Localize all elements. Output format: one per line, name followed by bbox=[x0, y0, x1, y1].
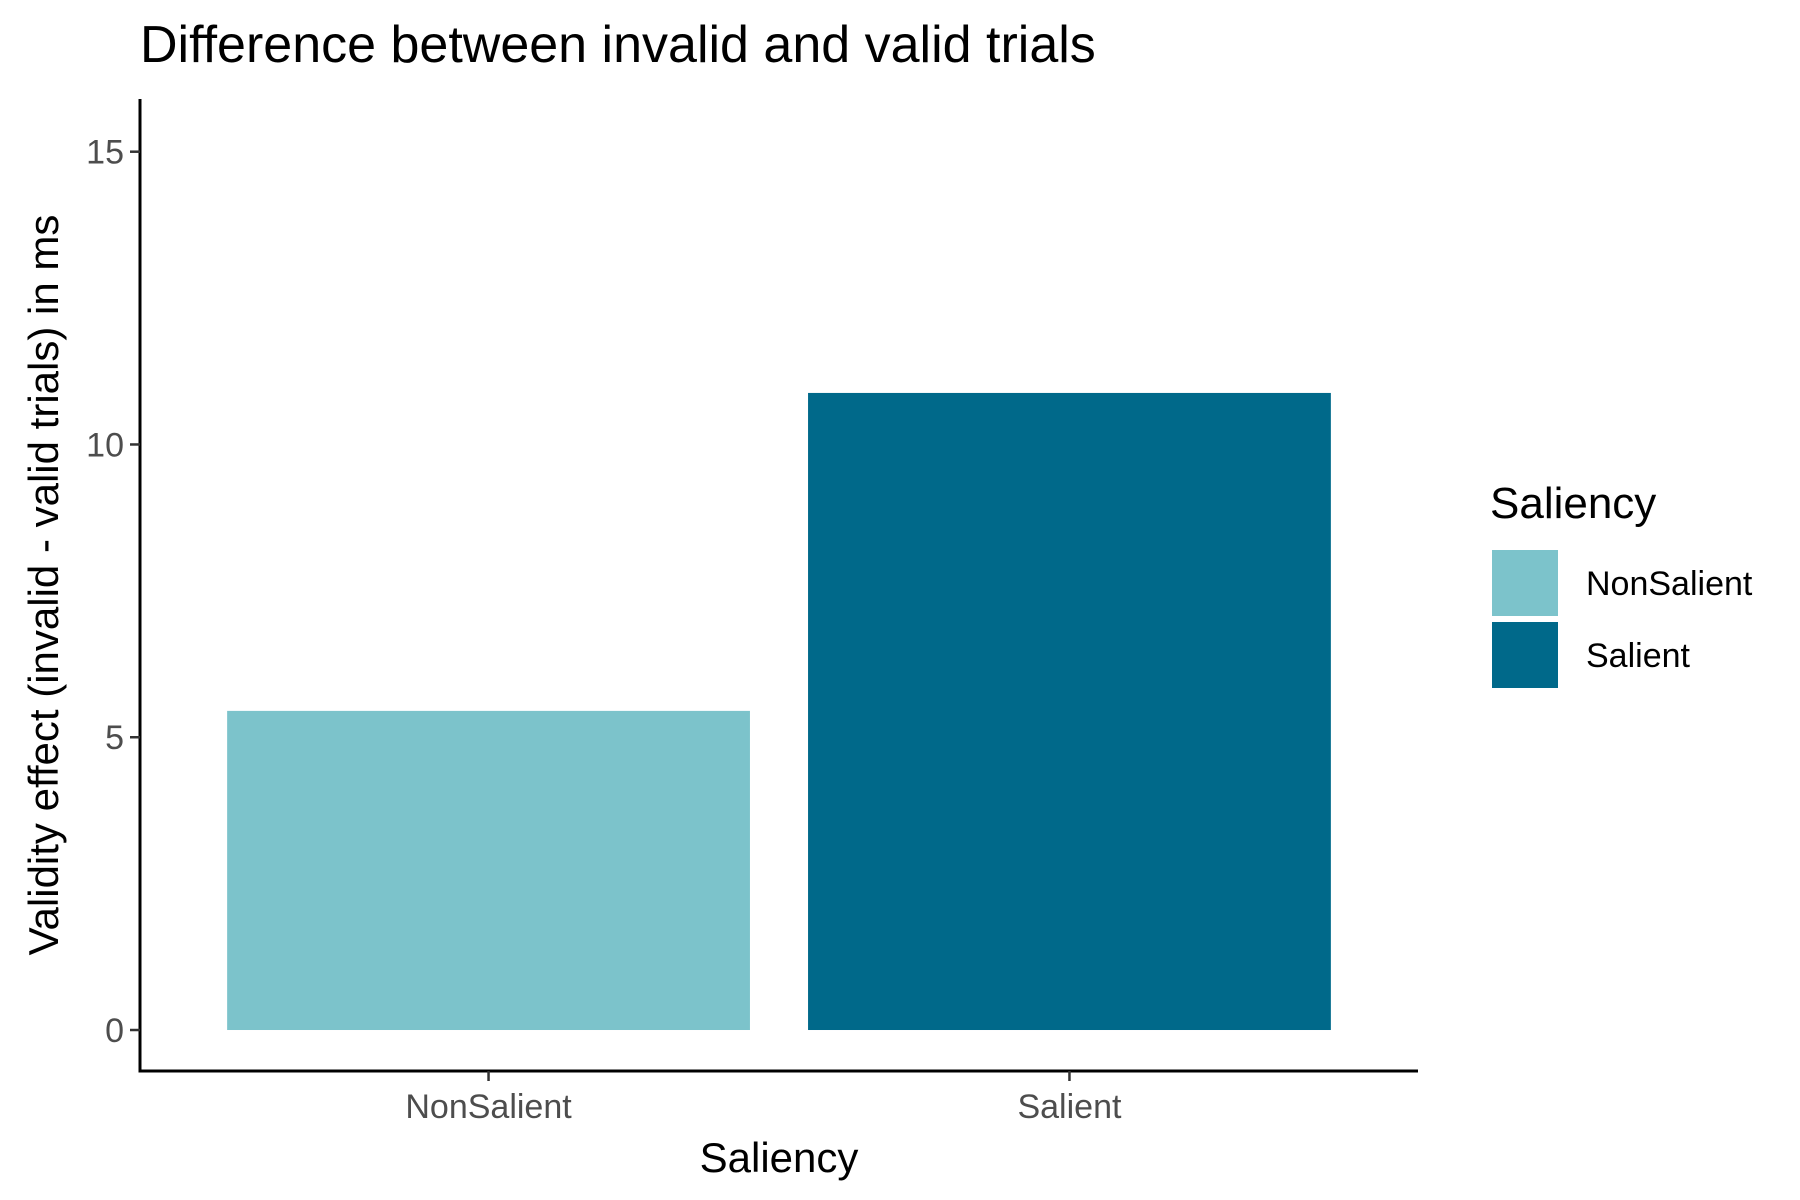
x-tick-label-salient: Salient bbox=[1017, 1088, 1122, 1126]
legend-label-salient: Salient bbox=[1586, 637, 1691, 675]
y-tick-label-10: 10 bbox=[86, 426, 124, 464]
x-axis-ticks: NonSalient Salient bbox=[405, 1071, 1122, 1126]
bar-salient bbox=[808, 392, 1331, 1031]
x-axis-title: Saliency bbox=[700, 1134, 859, 1181]
legend-swatch-nonsalient bbox=[1492, 550, 1558, 616]
x-tick-label-nonsalient: NonSalient bbox=[405, 1088, 572, 1126]
chart-title: Difference between invalid and valid tri… bbox=[140, 16, 1096, 74]
bars-group bbox=[227, 392, 1331, 1031]
bar-nonsalient bbox=[227, 710, 750, 1031]
y-tick-label-0: 0 bbox=[105, 1012, 124, 1050]
y-tick-label-15: 15 bbox=[86, 134, 124, 172]
legend-entries: NonSalient Salient bbox=[1492, 550, 1753, 688]
y-tick-label-5: 5 bbox=[105, 719, 124, 757]
y-axis-ticks: 0 5 10 15 bbox=[86, 134, 140, 1050]
y-axis-title: Validity effect (invalid - valid trials)… bbox=[20, 215, 67, 956]
legend-title: Saliency bbox=[1490, 479, 1656, 528]
legend: Saliency NonSalient Salient bbox=[1490, 479, 1753, 688]
legend-label-nonsalient: NonSalient bbox=[1586, 565, 1753, 603]
legend-swatch-salient bbox=[1492, 622, 1558, 688]
